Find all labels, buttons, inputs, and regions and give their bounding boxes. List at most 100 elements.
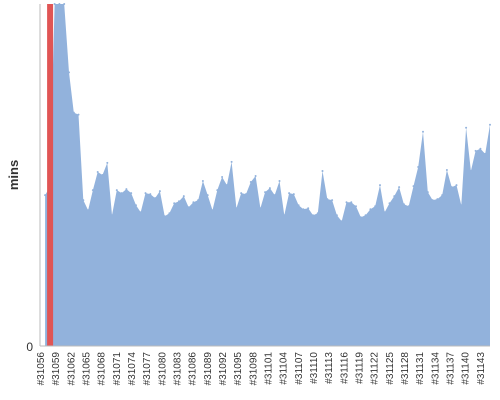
data-point [465,126,468,129]
x-tick-label: #31116 [339,352,350,384]
data-point [402,203,405,206]
data-point [120,192,123,195]
data-point [350,201,353,204]
data-point [407,205,410,208]
data-point [44,194,47,197]
data-point [331,199,334,202]
data-point [388,202,391,205]
x-tick-label: #31125 [385,352,396,385]
data-point [484,152,487,155]
data-point [230,160,233,163]
data-point [216,189,219,192]
data-point [206,194,209,197]
y-axis-label: mins [6,160,21,190]
x-tick-label: #31074 [127,352,138,386]
x-tick-label: #31110 [309,352,320,384]
x-tick-label: #31062 [66,352,77,386]
data-point [441,194,444,197]
data-point [422,130,424,133]
data-point [106,161,109,164]
data-point [450,186,453,189]
data-point [398,186,401,189]
data-point [288,192,291,195]
data-point [474,149,477,152]
x-tick-label: #31065 [82,352,93,386]
x-tick-label: #31080 [157,352,168,386]
data-point [436,198,439,201]
data-point [245,193,247,196]
data-point [91,189,94,192]
data-point [283,214,286,217]
x-tick-label: #31119 [355,352,366,384]
data-point [469,170,472,172]
data-point [115,189,118,192]
x-tick-label: #31101 [264,352,275,385]
data-point [235,207,238,210]
data-point [426,191,429,194]
data-point [182,195,185,198]
x-tick-label: #31122 [370,352,381,385]
data-point [316,212,319,215]
data-point [187,206,190,209]
data-point [163,215,166,218]
data-point [321,170,324,172]
data-point [479,147,482,150]
data-point [326,198,329,201]
data-point [259,207,262,210]
x-tick-label: #31083 [173,352,184,386]
data-point [249,181,252,183]
data-point [58,3,61,5]
highlight-marker [47,4,54,346]
data-point [335,214,338,217]
data-point [412,185,415,188]
data-point [68,71,70,74]
data-point [53,3,56,5]
data-point [364,214,367,217]
data-point [173,202,176,205]
x-tick-label: #31059 [51,352,62,386]
x-tick-label: #31071 [112,352,123,386]
data-point [393,195,396,198]
data-point [264,191,267,194]
data-point [369,208,372,211]
data-point [77,113,80,116]
x-tick-label: #31140 [461,352,472,385]
x-tick-label: #31095 [233,352,244,386]
data-point [460,204,463,207]
data-point [197,199,200,202]
data-point [225,184,228,187]
data-point [82,199,85,202]
y-tick-label-zero: 0 [26,340,33,354]
plot-area [44,3,491,346]
data-point [278,180,281,182]
x-tick-label: #31131 [415,352,426,385]
data-point [72,111,75,114]
x-tick-label: #31134 [430,352,441,385]
data-point [201,180,204,182]
x-tick-label: #31107 [294,352,305,385]
series-area [45,4,490,346]
data-point [125,188,128,191]
data-point [168,212,171,215]
data-point [254,175,257,177]
x-tick-label: #31098 [248,352,259,386]
data-point [292,193,295,196]
data-point [268,187,271,190]
x-tick-label: #31113 [324,352,335,384]
x-tick-label: #31128 [400,352,411,385]
data-point [192,201,195,204]
data-point [221,176,224,178]
data-point [312,214,314,217]
x-tick-label: #31068 [97,352,108,386]
data-point [63,3,66,5]
data-point [273,194,276,197]
axes [39,4,490,347]
data-point [359,216,362,219]
data-point [489,123,491,126]
data-point [297,204,300,207]
data-point [379,184,381,187]
data-point [101,174,104,176]
data-point [96,171,99,173]
x-tick-label: #31092 [218,352,229,386]
